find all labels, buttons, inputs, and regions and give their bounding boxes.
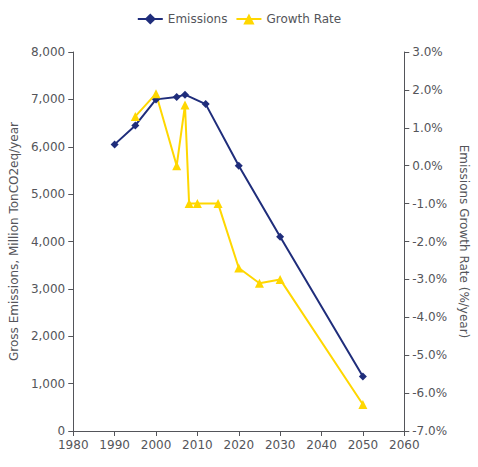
svg-text:Growth Rate: Growth Rate [266,12,341,26]
svg-text:1990: 1990 [99,438,130,452]
svg-text:-1.0%: -1.0% [412,197,447,211]
svg-text:3,000: 3,000 [31,282,65,296]
svg-text:2000: 2000 [141,438,172,452]
svg-text:6,000: 6,000 [31,140,65,154]
svg-text:Gross Emissions, Million TonCO: Gross Emissions, Million TonCO2eq/year [7,122,21,361]
svg-text:2020: 2020 [223,438,254,452]
svg-text:1.0%: 1.0% [412,121,443,135]
svg-text:-3.0%: -3.0% [412,272,447,286]
svg-text:2040: 2040 [306,438,337,452]
svg-text:3.0%: 3.0% [412,45,443,59]
svg-text:7,000: 7,000 [31,92,65,106]
svg-text:0.0%: 0.0% [412,159,443,173]
svg-text:-6.0%: -6.0% [412,386,447,400]
svg-text:2050: 2050 [348,438,379,452]
svg-text:-4.0%: -4.0% [412,310,447,324]
svg-text:-5.0%: -5.0% [412,348,447,362]
svg-text:2,000: 2,000 [31,329,65,343]
svg-text:2060: 2060 [389,438,420,452]
svg-text:-2.0%: -2.0% [412,235,447,249]
svg-text:8,000: 8,000 [31,45,65,59]
svg-text:Emissions: Emissions [168,12,228,26]
svg-text:2010: 2010 [182,438,213,452]
svg-text:1980: 1980 [58,438,89,452]
svg-text:2030: 2030 [265,438,296,452]
svg-text:1,000: 1,000 [31,377,65,391]
svg-text:Emissions Growth Rate (%/year): Emissions Growth Rate (%/year) [457,145,471,339]
svg-text:5,000: 5,000 [31,187,65,201]
svg-text:4,000: 4,000 [31,235,65,249]
svg-text:-7.0%: -7.0% [412,424,447,438]
svg-text:2.0%: 2.0% [412,83,443,97]
svg-text:0: 0 [58,424,66,438]
